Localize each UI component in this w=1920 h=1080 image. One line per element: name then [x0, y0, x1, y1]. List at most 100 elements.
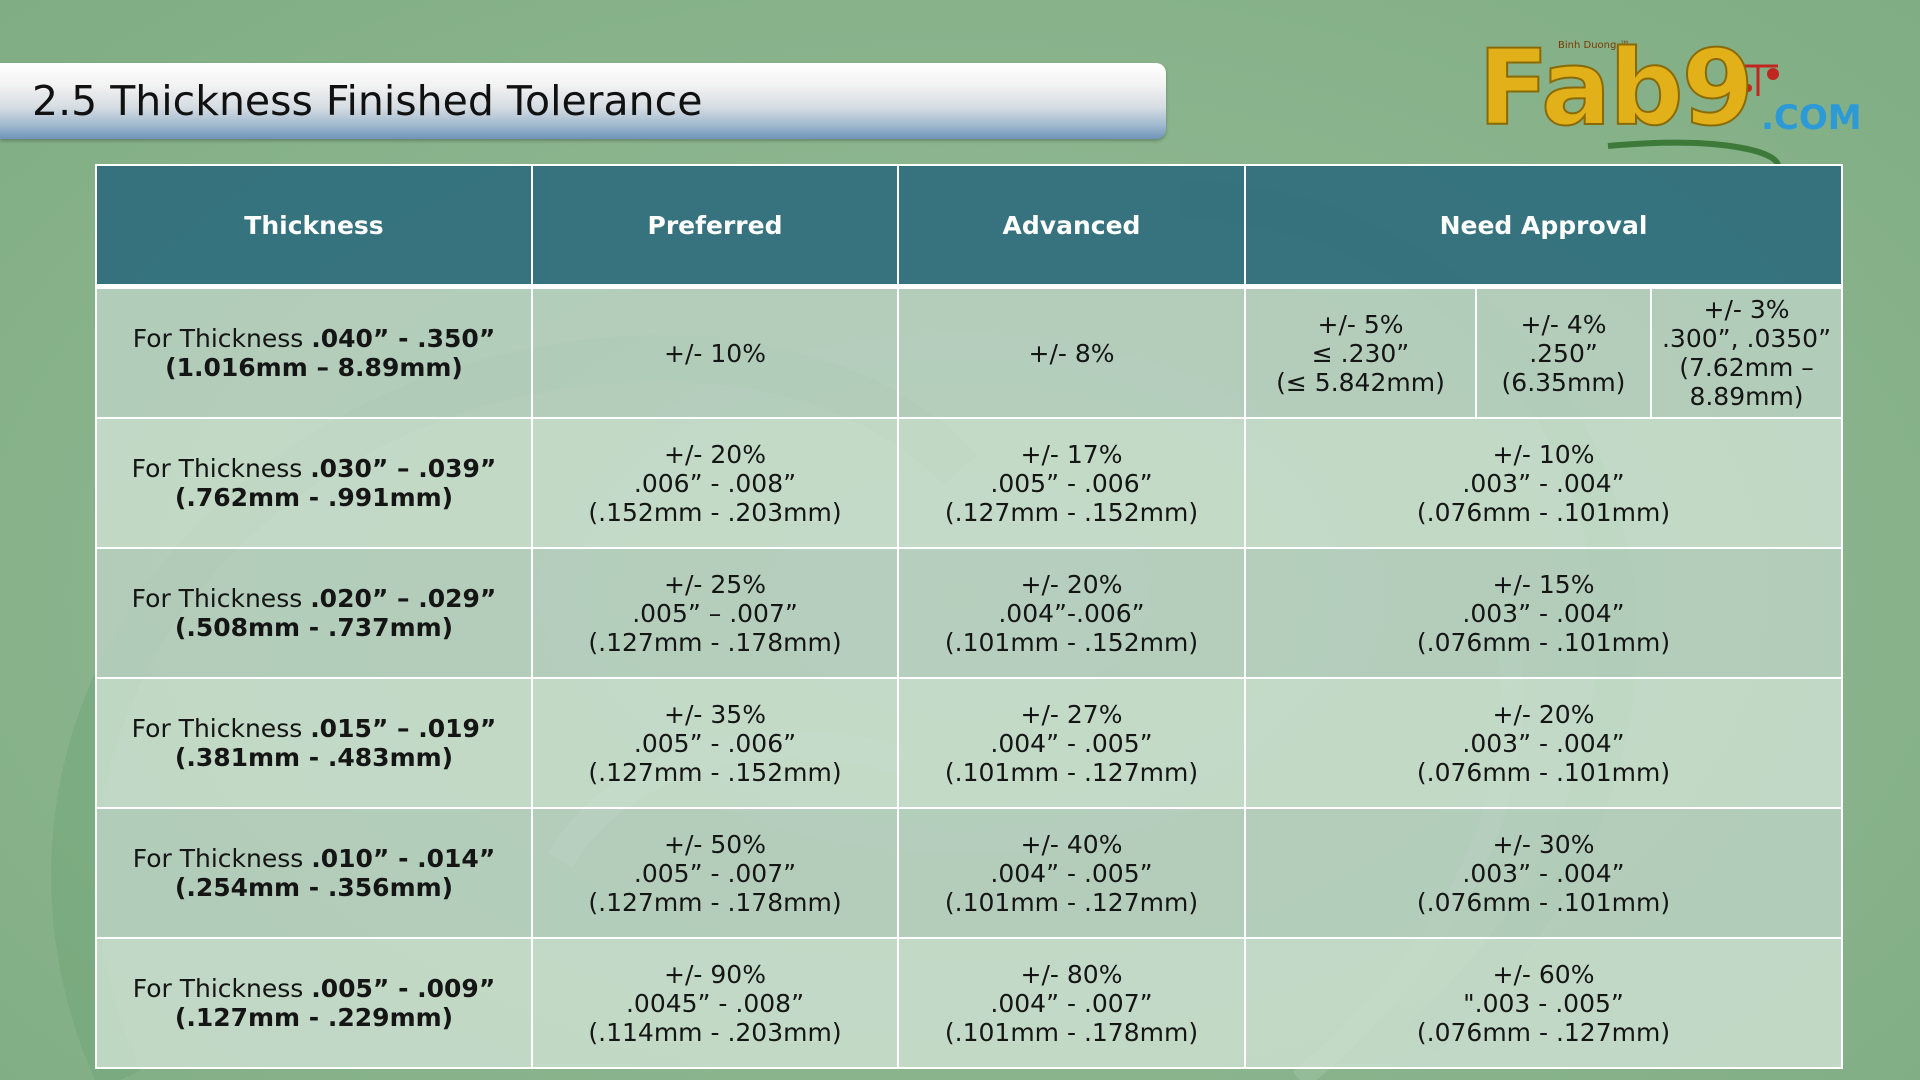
header-preferred: Preferred	[531, 164, 899, 289]
approval-cell-5pct: +/- 5% ≤ .230” (≤ 5.842mm)	[1244, 285, 1477, 419]
approval-cell-3pct: +/- 3% .300”, .0350” (7.62mm – 8.89mm)	[1650, 285, 1843, 419]
preferred-inch-range: .005” – .007”	[632, 598, 798, 628]
thickness-line: For Thickness .010” - .014”	[97, 844, 531, 873]
thickness-prefix: For Thickness	[132, 844, 312, 873]
preferred-mm-range: (.114mm - .203mm)	[588, 1017, 842, 1047]
table-row: For Thickness .005” - .009” (.127mm - .2…	[95, 937, 1843, 1069]
thickness-line: For Thickness .020” – .029”	[97, 584, 531, 613]
approval-inch-range: .250”	[1529, 338, 1598, 368]
thickness-mm: (.762mm - .991mm)	[174, 483, 454, 512]
preferred-tolerance: +/- 50%	[664, 829, 766, 859]
table-row: For Thickness .030” – .039” (.762mm - .9…	[95, 417, 1843, 549]
thickness-range: .040” - .350”	[311, 324, 496, 353]
thickness-cell: For Thickness .030” – .039” (.762mm - .9…	[95, 417, 533, 549]
preferred-cell: +/- 10%	[531, 285, 899, 419]
preferred-tolerance: +/- 35%	[664, 699, 766, 729]
advanced-mm-range: (.101mm - .152mm)	[944, 627, 1199, 657]
header-advanced: Advanced	[897, 164, 1246, 289]
advanced-tolerance: +/- 27%	[1020, 699, 1123, 729]
approval-tolerance: +/- 10%	[1492, 439, 1595, 469]
approval-inch-range: ".003 - .005”	[1463, 988, 1624, 1018]
preferred-cell: +/- 90% .0045” - .008” (.114mm - .203mm)	[531, 937, 899, 1069]
approval-cell: +/- 20% .003” - .004” (.076mm - .101mm)	[1244, 677, 1843, 809]
advanced-cell: +/- 17% .005” - .006” (.127mm - .152mm)	[897, 417, 1246, 549]
approval-tolerance: +/- 4%	[1520, 309, 1607, 339]
approval-tolerance: +/- 20%	[1492, 699, 1595, 729]
thickness-line: For Thickness .030” – .039”	[97, 454, 531, 483]
advanced-inch-range: .004” - .005”	[990, 858, 1153, 888]
approval-mm-range-cont: 8.89mm)	[1689, 382, 1804, 411]
thickness-prefix: For Thickness	[131, 454, 311, 483]
table-row: For Thickness .020” – .029” (.508mm - .7…	[95, 547, 1843, 679]
approval-mm-range: (≤ 5.842mm)	[1276, 367, 1445, 397]
advanced-cell: +/- 8%	[897, 285, 1246, 419]
advanced-mm-range: (.101mm - .178mm)	[944, 1017, 1199, 1047]
approval-mm-range: (.076mm - .101mm)	[1416, 887, 1671, 917]
preferred-mm-range: (.127mm - .178mm)	[588, 887, 842, 917]
preferred-mm-range: (.127mm - .152mm)	[588, 757, 842, 787]
logo-domain: .COM	[1761, 98, 1862, 138]
preferred-cell: +/- 50% .005” - .007” (.127mm - .178mm)	[531, 807, 899, 939]
advanced-tolerance: +/- 8%	[1028, 338, 1115, 368]
advanced-tolerance: +/- 40%	[1020, 829, 1123, 859]
thickness-cell: For Thickness .040” - .350” (1.016mm – 8…	[95, 285, 533, 419]
preferred-mm-range: (.152mm - .203mm)	[588, 497, 842, 527]
advanced-cell: +/- 80% .004” - .007” (.101mm - .178mm)	[897, 937, 1246, 1069]
logo-wordmark: Fab9	[1477, 27, 1755, 149]
thickness-range: .030” – .039”	[310, 454, 497, 483]
preferred-inch-range: .0045” - .008”	[625, 988, 805, 1018]
preferred-cell: +/- 20% .006” - .008” (.152mm - .203mm)	[531, 417, 899, 549]
thickness-line: For Thickness .015” – .019”	[97, 714, 531, 743]
preferred-tolerance: +/- 25%	[664, 569, 766, 599]
thickness-cell: For Thickness .010” - .014” (.254mm - .3…	[95, 807, 533, 939]
thickness-prefix: For Thickness	[131, 714, 311, 743]
preferred-mm-range: (.127mm - .178mm)	[588, 627, 842, 657]
approval-inch-range: .003” - .004”	[1462, 858, 1625, 888]
thickness-range: .005” - .009”	[311, 974, 496, 1003]
preferred-cell: +/- 25% .005” – .007” (.127mm - .178mm)	[531, 547, 899, 679]
tolerance-table: Thickness Preferred Advanced Need Approv…	[95, 164, 1843, 1069]
thickness-cell: For Thickness .005” - .009” (.127mm - .2…	[95, 937, 533, 1069]
advanced-inch-range: .004”-.006”	[998, 598, 1145, 628]
advanced-mm-range: (.101mm - .127mm)	[944, 757, 1199, 787]
thickness-mm: (.127mm - .229mm)	[174, 1003, 454, 1032]
header-need-approval: Need Approval	[1244, 164, 1843, 289]
thickness-mm: (1.016mm – 8.89mm)	[165, 353, 463, 382]
thickness-prefix: For Thickness	[132, 324, 312, 353]
approval-cell: +/- 10% .003” - .004” (.076mm - .101mm)	[1244, 417, 1843, 549]
approval-mm-range: (.076mm - .101mm)	[1416, 627, 1671, 657]
thickness-prefix: For Thickness	[132, 974, 312, 1003]
preferred-tolerance: +/- 90%	[664, 959, 766, 989]
approval-cell: +/- 30% .003” - .004” (.076mm - .101mm)	[1244, 807, 1843, 939]
table-header-row: Thickness Preferred Advanced Need Approv…	[95, 164, 1843, 289]
table-row: For Thickness .010” - .014” (.254mm - .3…	[95, 807, 1843, 939]
advanced-tolerance: +/- 17%	[1020, 439, 1123, 469]
advanced-inch-range: .004” - .007”	[990, 988, 1153, 1018]
preferred-inch-range: .006” - .008”	[633, 468, 797, 498]
advanced-cell: +/- 20% .004”-.006” (.101mm - .152mm)	[897, 547, 1246, 679]
thickness-mm: (.381mm - .483mm)	[174, 743, 454, 772]
advanced-tolerance: +/- 20%	[1020, 569, 1123, 599]
approval-inch-range: .003” - .004”	[1462, 598, 1625, 628]
preferred-tolerance: +/- 10%	[664, 338, 766, 368]
approval-tolerance: +/- 3%	[1703, 295, 1790, 324]
thickness-line: For Thickness .005” - .009”	[97, 974, 531, 1003]
approval-mm-range: (.076mm - .101mm)	[1416, 757, 1671, 787]
approval-cell-4pct: +/- 4% .250” (6.35mm)	[1475, 285, 1652, 419]
slide-title-bar: 2.5 Thickness Finished Tolerance	[0, 63, 1166, 139]
approval-mm-range: (.076mm - .127mm)	[1416, 1017, 1671, 1047]
thickness-line: For Thickness .040” - .350”	[97, 324, 531, 353]
thickness-range: .015” – .019”	[310, 714, 497, 743]
logo-subtext: Binh Duong ™	[1558, 40, 1630, 51]
thickness-cell: For Thickness .020” – .029” (.508mm - .7…	[95, 547, 533, 679]
approval-inch-range: ≤ .230”	[1311, 338, 1410, 368]
advanced-tolerance: +/- 80%	[1020, 959, 1123, 989]
approval-tolerance: +/- 15%	[1492, 569, 1595, 599]
approval-cell: +/- 15% .003” - .004” (.076mm - .101mm)	[1244, 547, 1843, 679]
thickness-mm: (.508mm - .737mm)	[174, 613, 454, 642]
preferred-inch-range: .005” - .007”	[633, 858, 797, 888]
approval-mm-range: (6.35mm)	[1501, 367, 1626, 397]
advanced-mm-range: (.101mm - .127mm)	[944, 887, 1199, 917]
approval-cell: +/- 60% ".003 - .005” (.076mm - .127mm)	[1244, 937, 1843, 1069]
approval-inch-range: .003” - .004”	[1462, 468, 1625, 498]
